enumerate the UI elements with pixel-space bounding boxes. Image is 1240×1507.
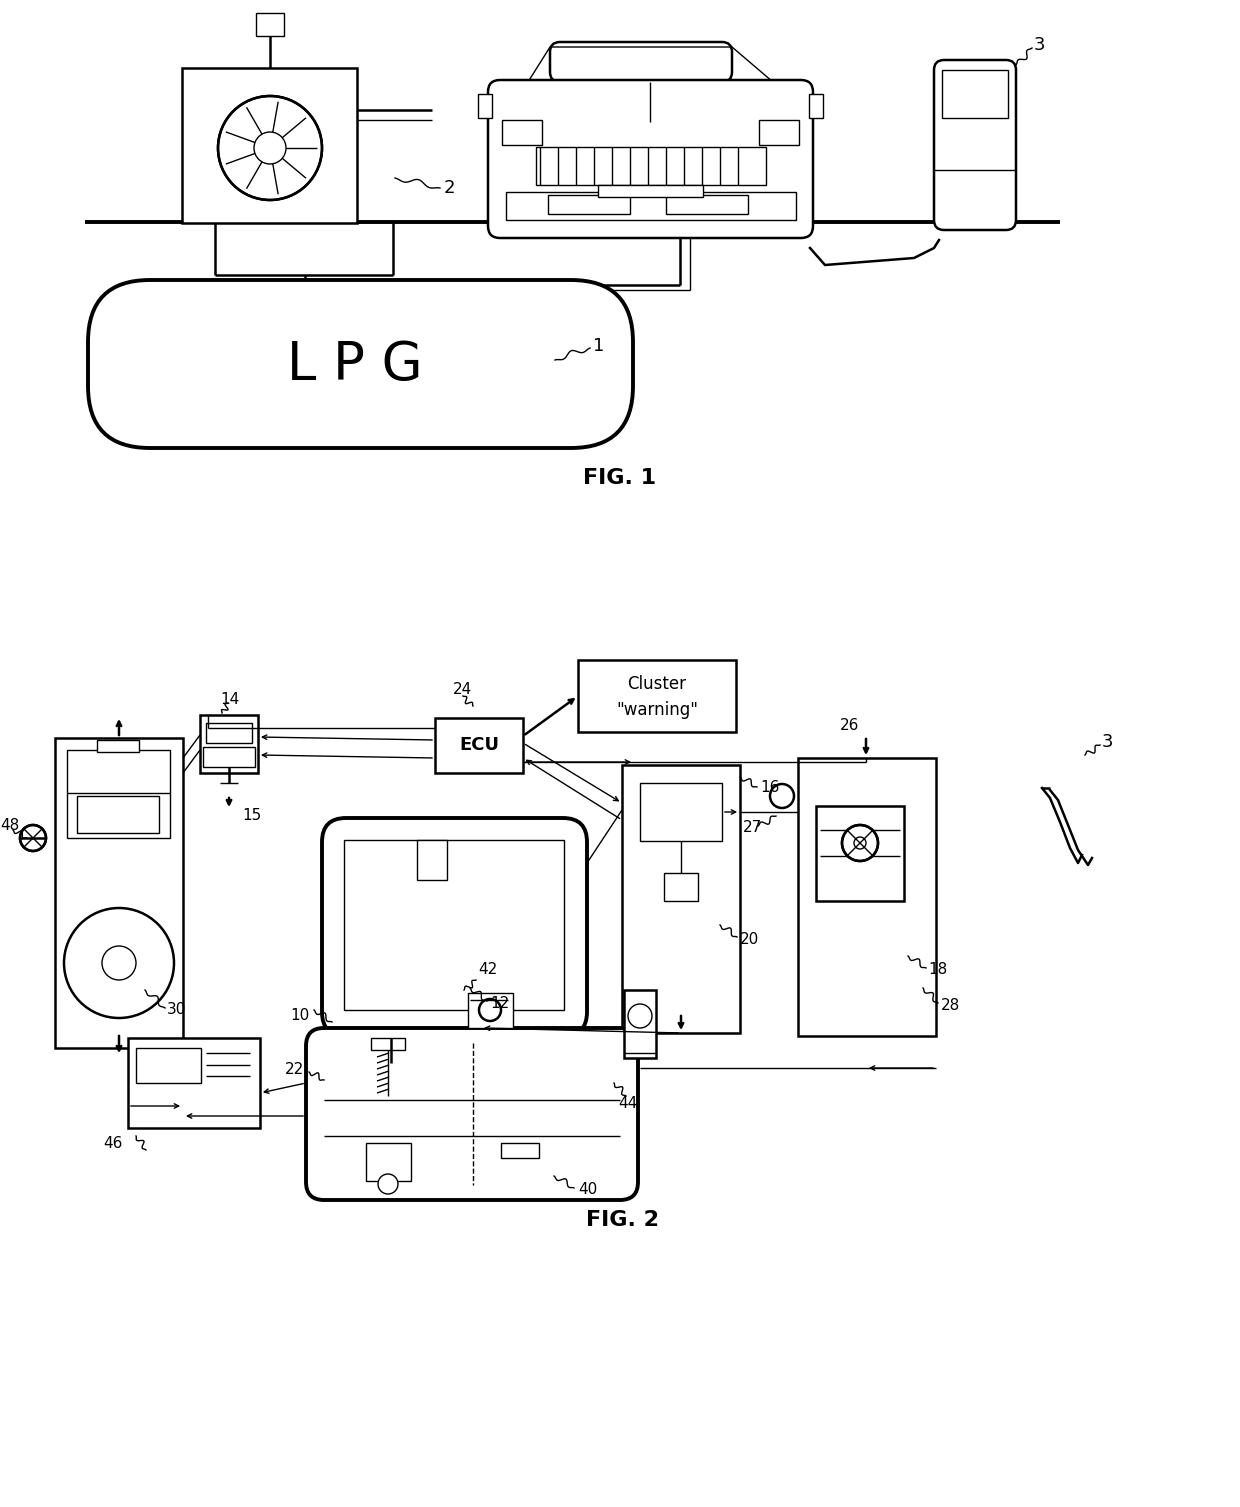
Bar bbox=[203, 747, 255, 767]
Text: 20: 20 bbox=[740, 931, 759, 946]
Text: Cluster: Cluster bbox=[627, 675, 687, 693]
Bar bbox=[97, 740, 139, 752]
Text: FIG. 1: FIG. 1 bbox=[584, 469, 656, 488]
Bar bbox=[548, 194, 630, 214]
Circle shape bbox=[627, 1004, 652, 1028]
Circle shape bbox=[102, 946, 136, 980]
Text: 24: 24 bbox=[454, 683, 472, 698]
Bar bbox=[816, 806, 904, 901]
Bar bbox=[67, 750, 170, 838]
Bar bbox=[578, 660, 737, 732]
Circle shape bbox=[218, 96, 322, 200]
Bar bbox=[502, 121, 542, 145]
FancyBboxPatch shape bbox=[489, 80, 813, 238]
FancyBboxPatch shape bbox=[322, 818, 587, 1035]
Bar bbox=[417, 839, 446, 880]
Bar bbox=[536, 148, 766, 185]
Bar bbox=[343, 839, 564, 1010]
Text: 28: 28 bbox=[941, 999, 960, 1014]
Text: 15: 15 bbox=[242, 808, 262, 823]
Text: 3: 3 bbox=[1102, 732, 1114, 750]
Circle shape bbox=[770, 784, 794, 808]
Bar bbox=[128, 1038, 260, 1129]
FancyBboxPatch shape bbox=[934, 60, 1016, 231]
Circle shape bbox=[842, 824, 878, 860]
Bar bbox=[371, 1038, 405, 1050]
Text: 48: 48 bbox=[0, 818, 20, 833]
Text: 27: 27 bbox=[743, 820, 763, 835]
Bar bbox=[942, 69, 1008, 118]
Bar bbox=[435, 717, 523, 773]
Bar bbox=[506, 191, 796, 220]
Text: 12: 12 bbox=[490, 996, 510, 1011]
Bar bbox=[366, 1142, 410, 1181]
Text: 40: 40 bbox=[578, 1183, 598, 1198]
Text: 44: 44 bbox=[618, 1097, 637, 1112]
Bar bbox=[136, 1047, 201, 1084]
Text: 18: 18 bbox=[928, 963, 947, 978]
Bar bbox=[666, 194, 748, 214]
Text: 46: 46 bbox=[104, 1135, 123, 1150]
Text: ECU: ECU bbox=[459, 735, 498, 754]
Text: 3: 3 bbox=[1034, 36, 1045, 54]
Circle shape bbox=[378, 1174, 398, 1194]
Bar bbox=[799, 758, 936, 1035]
Bar bbox=[663, 873, 698, 901]
Bar bbox=[624, 990, 656, 1058]
FancyBboxPatch shape bbox=[306, 1028, 639, 1200]
Bar bbox=[200, 714, 258, 773]
Bar bbox=[477, 93, 492, 118]
Text: 16: 16 bbox=[760, 779, 780, 794]
Bar bbox=[622, 766, 740, 1032]
Circle shape bbox=[854, 836, 866, 848]
Text: 22: 22 bbox=[285, 1062, 304, 1078]
FancyBboxPatch shape bbox=[88, 280, 632, 448]
Circle shape bbox=[254, 133, 286, 164]
Circle shape bbox=[20, 824, 46, 851]
FancyBboxPatch shape bbox=[551, 42, 732, 81]
Bar bbox=[467, 993, 513, 1028]
Bar bbox=[182, 68, 357, 223]
Bar bbox=[598, 185, 703, 197]
Bar bbox=[55, 738, 184, 1047]
Text: 14: 14 bbox=[219, 693, 239, 707]
Text: 10: 10 bbox=[290, 1008, 310, 1023]
Text: 2: 2 bbox=[444, 179, 455, 197]
Circle shape bbox=[479, 999, 501, 1022]
Bar bbox=[77, 796, 159, 833]
Text: FIG. 2: FIG. 2 bbox=[585, 1210, 658, 1230]
Text: "warning": "warning" bbox=[616, 701, 698, 719]
Text: L P G: L P G bbox=[288, 339, 423, 390]
Text: 30: 30 bbox=[167, 1002, 186, 1017]
Bar bbox=[501, 1142, 539, 1157]
Text: 26: 26 bbox=[839, 719, 859, 734]
Circle shape bbox=[64, 909, 174, 1019]
Bar bbox=[640, 784, 722, 841]
Bar bbox=[206, 723, 252, 743]
Bar bbox=[759, 121, 799, 145]
Text: 1: 1 bbox=[593, 338, 604, 356]
Bar bbox=[255, 14, 284, 36]
Text: 42: 42 bbox=[477, 963, 497, 978]
Bar bbox=[808, 93, 823, 118]
